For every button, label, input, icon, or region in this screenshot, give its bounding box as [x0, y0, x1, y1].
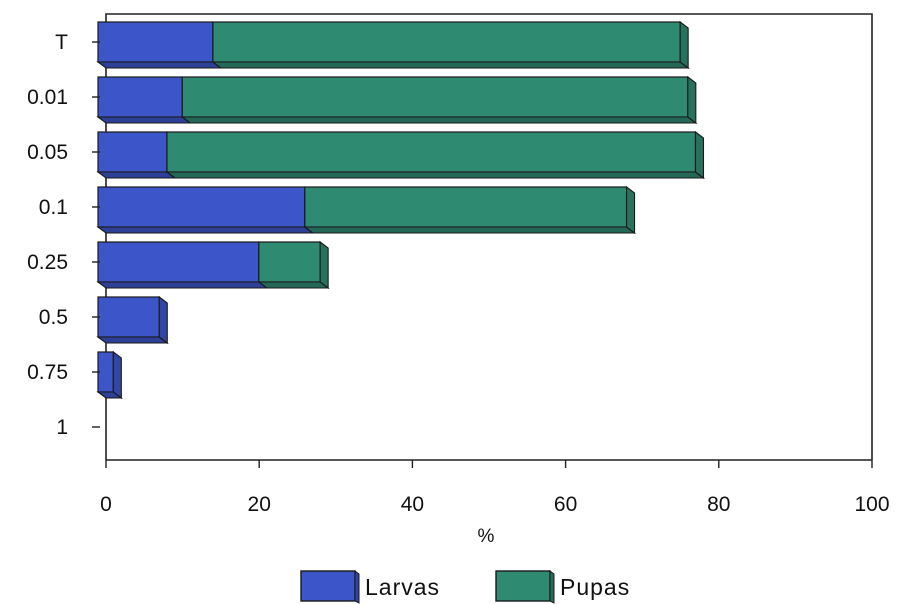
bar-depth-bottom: [96, 61, 223, 69]
bar-larvas-6: [97, 351, 114, 393]
bar-depth-bottom: [96, 226, 315, 234]
x-tick-label: 0: [100, 493, 112, 516]
bar-depth-bottom: [257, 281, 330, 289]
y-tick-label: 0.5: [39, 306, 68, 329]
x-tick-label: 80: [707, 493, 730, 516]
legend: Larvas Pupas: [300, 570, 630, 604]
legend-swatch-larvas: [300, 570, 356, 602]
bar-depth-side: [319, 240, 329, 290]
bar-larvas-5: [97, 296, 160, 338]
x-tick-label: 40: [401, 493, 424, 516]
bar-depth-bottom: [303, 226, 637, 234]
legend-swatch-depth: [549, 570, 555, 604]
y-tick-label: T: [55, 31, 68, 54]
bar-larvas-3: [97, 186, 306, 228]
bar-depth-bottom: [211, 61, 690, 69]
bars: [96, 20, 706, 400]
y-tick-label: 0.1: [39, 196, 68, 219]
bar-larvas-4: [97, 241, 260, 283]
x-axis-title: %: [478, 526, 495, 547]
x-axis: 0 20 40 60 80 100: [100, 460, 890, 516]
bar-pupas-3: [304, 186, 628, 228]
bar-pupas-0: [212, 21, 681, 63]
legend-swatch-depth: [354, 570, 360, 604]
bar-pupas-1: [181, 76, 689, 118]
y-tick-label: 0.05: [27, 141, 68, 164]
bar-depth-bottom: [180, 116, 698, 124]
bar-depth-side: [687, 75, 697, 125]
bar-larvas-1: [97, 76, 183, 118]
x-tick-label: 20: [248, 493, 271, 516]
plot-border: [105, 13, 873, 460]
y-tick-label: 0.01: [27, 86, 68, 109]
bar-pupas-2: [166, 131, 697, 173]
y-axis: T 0.01 0.05 0.1 0.25 0.5 0.75 1: [27, 31, 100, 439]
bar-pupas-4: [258, 241, 321, 283]
bar-depth-bottom: [96, 281, 269, 289]
legend-label-larvas: Larvas: [365, 574, 440, 600]
bar-depth-side: [158, 295, 168, 345]
y-tick-label: 0.75: [27, 361, 68, 384]
x-tick-label: 100: [854, 493, 889, 516]
bar-larvas-0: [97, 21, 214, 63]
bar-depth-side: [112, 350, 122, 400]
y-tick-label: 1: [56, 416, 68, 439]
bar-larvas-2: [97, 131, 168, 173]
plot-frame: [105, 13, 873, 461]
x-tick-label: 60: [554, 493, 577, 516]
legend-label-pupas: Pupas: [560, 574, 630, 600]
bar-depth-side: [694, 130, 705, 180]
y-tick-label: 0.25: [27, 251, 68, 274]
bar-depth-bottom: [96, 116, 192, 124]
bar-depth-bottom: [165, 171, 706, 179]
bar-depth-bottom: [96, 336, 169, 344]
bar-depth-side: [679, 20, 689, 70]
bar-depth-side: [625, 185, 636, 235]
bar-depth-bottom: [96, 171, 177, 179]
legend-swatch-pupas: [495, 570, 551, 602]
